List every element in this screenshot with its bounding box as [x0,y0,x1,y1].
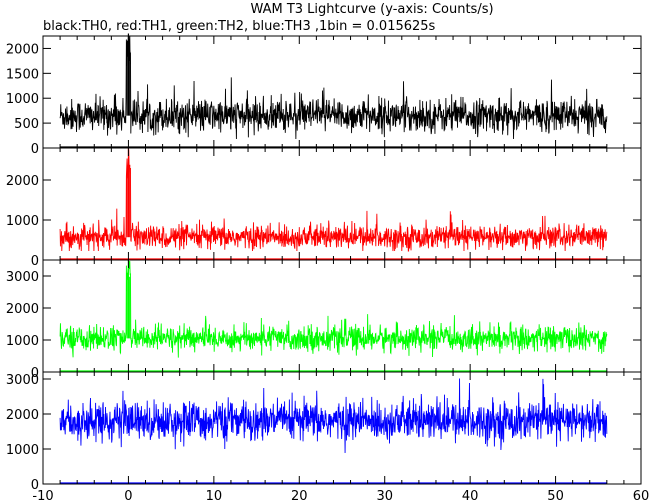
y-tick-label: 3000 [6,373,39,388]
series-line-th3 [59,378,608,453]
x-tick-label: 50 [547,489,564,504]
chart-title: WAM T3 Lightcurve (y-axis: Counts/s) [250,2,493,17]
y-tick-label: 1000 [6,214,39,229]
series-line-th1 [59,149,608,252]
panel-th3: 0 1000 2000 3000 [6,371,642,493]
y-tick-label: 0 [31,366,39,381]
y-tick-label: 2000 [6,42,39,57]
panel-th1: 0 1000 2000 [6,147,642,269]
panel-frame [42,259,642,373]
x-tick-label: 10 [206,489,223,504]
y-tick-label: 0 [31,478,39,493]
y-tick-label: 1000 [6,443,39,458]
series-line-th2 [59,260,608,358]
panel-th0: 0 500 1000 1500 2000 [6,33,642,157]
y-tick-label: 2000 [6,302,39,317]
panel-th2: 0 1000 2000 3000 [6,259,642,381]
y-tick-label: 2000 [6,174,39,189]
y-tick-label: 3000 [6,270,39,285]
y-tick-label: 0 [31,254,39,269]
panel-frame [42,371,642,485]
y-tick-label: 2000 [6,408,39,423]
x-tick-label: -10 [32,489,53,504]
y-tick-label: 1000 [6,334,39,349]
y-tick-label: 500 [14,117,39,132]
y-tick-label: 1000 [6,92,39,107]
x-tick-label: 60 [633,489,650,504]
panels-group: 0500100015002000010002000010002000300001… [6,33,642,493]
x-tick-label: 20 [291,489,308,504]
x-tick-label: 0 [124,489,132,504]
y-tick-label: 0 [31,142,39,157]
x-tick-label: 40 [462,489,479,504]
series-line-th0 [59,35,608,140]
x-axis: -10 0 10 20 30 40 50 60 [32,489,649,504]
chart-subtitle: black:TH0, red:TH1, green:TH2, blue:TH3 … [43,19,436,34]
y-tick-label: 1500 [6,67,39,82]
x-tick-label: 30 [376,489,393,504]
